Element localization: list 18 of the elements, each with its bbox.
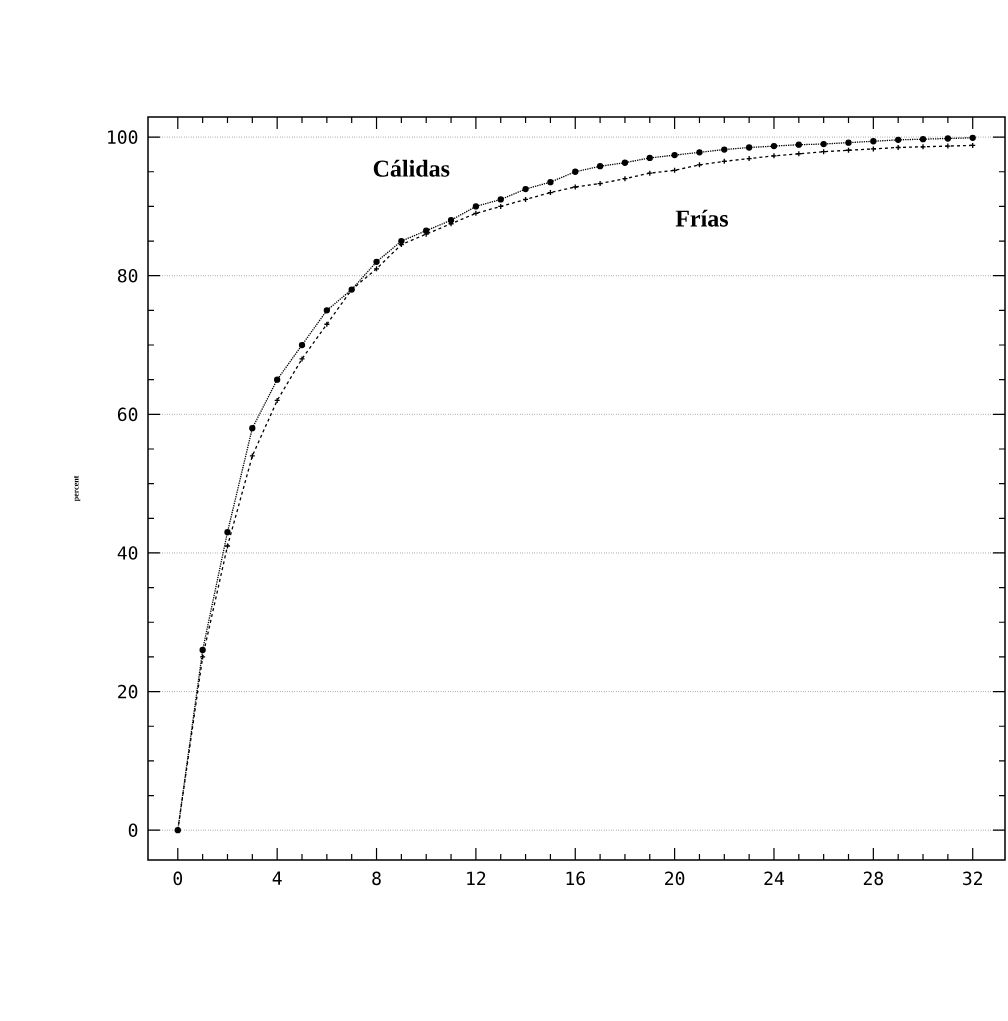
y-tick-label: 60 bbox=[117, 407, 138, 422]
series-label: Cálidas bbox=[373, 159, 450, 177]
x-tick-label: 24 bbox=[764, 871, 784, 885]
x-tick-label: 20 bbox=[665, 871, 685, 886]
x-tick-label: 4 bbox=[272, 871, 282, 885]
x-tick-label: 16 bbox=[566, 871, 585, 886]
y-tick-label: 100 bbox=[108, 130, 138, 144]
y-tick-label: 80 bbox=[117, 268, 138, 283]
series-label: Frías bbox=[675, 209, 729, 227]
x-tick-label: 28 bbox=[863, 871, 884, 886]
y-tick-label: 40 bbox=[117, 546, 138, 560]
y-tick-label: 20 bbox=[118, 684, 138, 699]
y-axis-title: percent bbox=[73, 475, 81, 502]
x-tick-label: 0 bbox=[173, 871, 183, 886]
x-tick-label: 12 bbox=[467, 871, 486, 885]
x-tick-label: 32 bbox=[963, 871, 983, 886]
y-tick-label: 0 bbox=[128, 823, 138, 837]
x-tick-label: 8 bbox=[372, 871, 381, 886]
